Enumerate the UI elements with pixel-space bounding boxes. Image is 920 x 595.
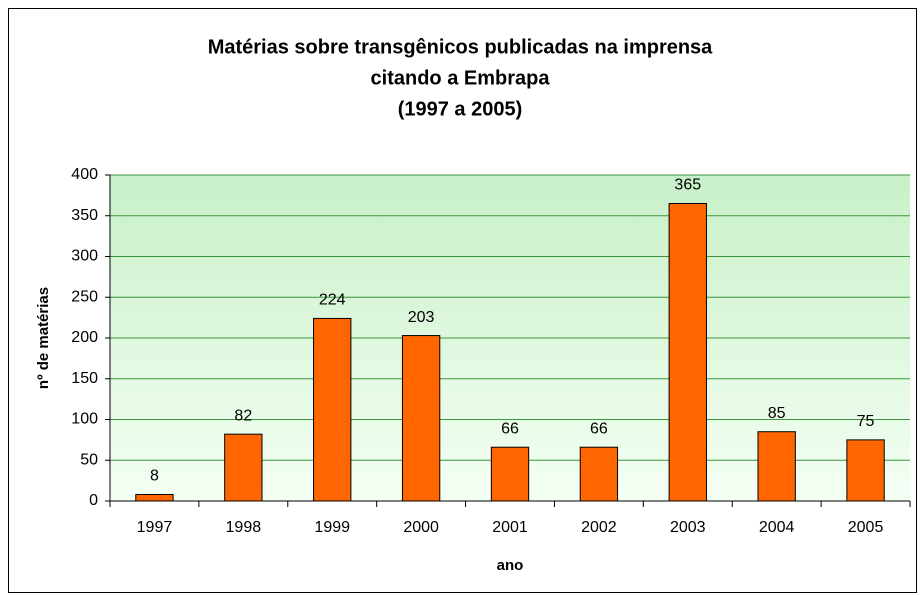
bar — [579, 446, 619, 502]
data-label: 203 — [408, 309, 435, 326]
bar — [401, 335, 441, 502]
x-axis-label: ano — [497, 557, 524, 574]
data-label: 8 — [150, 468, 159, 485]
x-tick-label: 1998 — [226, 519, 262, 536]
data-label: 85 — [768, 405, 786, 422]
y-tick-label: 200 — [71, 329, 98, 346]
chart-title: (1997 a 2005) — [398, 98, 523, 120]
x-tick-label: 2002 — [581, 519, 617, 536]
y-tick-label: 350 — [71, 207, 98, 224]
chart-title: citando a Embrapa — [371, 67, 551, 89]
data-label: 224 — [319, 292, 346, 309]
bar — [313, 317, 352, 502]
data-label: 75 — [857, 413, 875, 430]
x-tick-label: 2001 — [492, 519, 528, 536]
data-label: 66 — [590, 420, 608, 437]
y-tick-label: 0 — [89, 492, 98, 509]
bar — [757, 431, 796, 502]
bar — [668, 203, 707, 502]
y-tick-label: 100 — [71, 411, 98, 428]
x-tick-label: 1999 — [314, 519, 350, 536]
x-tick-label: 2003 — [670, 519, 706, 536]
bar — [224, 433, 263, 502]
bar — [135, 493, 174, 502]
x-tick-label: 2005 — [848, 519, 884, 536]
bar — [846, 439, 885, 502]
x-tick-label: 2004 — [759, 519, 795, 536]
data-label: 82 — [234, 407, 252, 424]
x-tick-label: 2000 — [403, 519, 439, 536]
data-label: 365 — [674, 177, 701, 194]
y-tick-label: 50 — [80, 451, 98, 468]
y-tick-label: 300 — [71, 248, 98, 265]
bar — [490, 446, 530, 502]
data-label: 66 — [501, 420, 519, 437]
y-tick-label: 250 — [71, 288, 98, 305]
y-axis-label: nº de matérias — [35, 287, 52, 389]
y-tick-label: 150 — [71, 370, 98, 387]
chart-title: Matérias sobre transgênicos publicadas n… — [208, 36, 713, 58]
x-tick-label: 1997 — [137, 519, 173, 536]
y-tick-label: 400 — [71, 166, 98, 183]
